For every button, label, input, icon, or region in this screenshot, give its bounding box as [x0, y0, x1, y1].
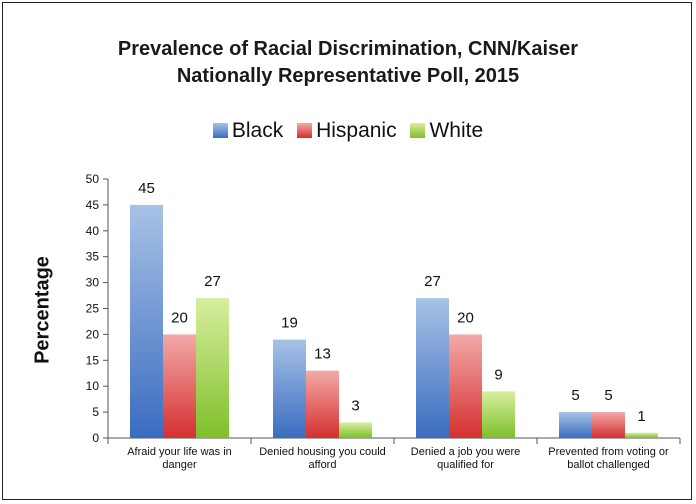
data-label-black-0: 45: [138, 180, 155, 197]
data-label-black-3: 5: [571, 387, 579, 404]
legend-label-white: White: [429, 119, 484, 143]
legend-item-hispanic: Hispanic: [297, 119, 397, 143]
bar-black-2: [416, 298, 449, 438]
legend-label-black: Black: [231, 119, 284, 143]
data-label-black-1: 19: [281, 315, 298, 332]
y-tick-label: 45: [86, 198, 100, 212]
y-tick-label: 40: [86, 224, 100, 238]
y-tick-label: 30: [86, 276, 100, 290]
chart-title-line-2: Nationally Representative Poll, 2015: [176, 65, 520, 87]
category-label-0-line-2: danger: [162, 459, 197, 471]
bar-white-0: [196, 298, 229, 438]
bar-hispanic-0: [163, 334, 196, 438]
y-tick-label: 0: [92, 431, 99, 445]
bar-white-2: [482, 391, 515, 438]
chart-frame: [2, 2, 692, 500]
category-label-2-line-2: qualified for: [437, 459, 494, 471]
chart-title-line-1: Prevalence of Racial Discrimination, CNN…: [117, 38, 579, 60]
legend-item-white: White: [410, 119, 483, 143]
bar-hispanic-1: [306, 370, 339, 438]
bar-hispanic-3: [592, 412, 625, 438]
chart-legend: Black Hispanic White: [0, 119, 696, 143]
bar-black-0: [130, 204, 163, 438]
category-label-3-line-1: Prevented from voting or: [548, 446, 669, 458]
y-tick-label: 25: [86, 302, 100, 316]
bar-white-1: [339, 422, 372, 438]
category-label-2-line-1: Denied a job you were: [411, 446, 520, 458]
category-label-3-line-2: ballot challenged: [567, 459, 650, 471]
bar-black-3: [559, 412, 592, 438]
bar-black-1: [273, 339, 306, 438]
y-tick-label: 35: [86, 250, 100, 264]
data-label-white-3: 1: [637, 408, 645, 425]
bar-white-3: [625, 432, 658, 438]
legend-item-black: Black: [212, 119, 284, 143]
data-label-hispanic-0: 20: [171, 309, 188, 326]
data-label-black-2: 27: [424, 273, 441, 290]
category-label-1-line-2: afford: [309, 459, 337, 471]
data-label-hispanic-1: 13: [314, 346, 331, 363]
bar-hispanic-2: [449, 334, 482, 438]
legend-swatch-hispanic: [297, 123, 313, 139]
y-tick-label: 15: [86, 353, 100, 367]
y-tick-label: 20: [86, 327, 100, 341]
category-label-1-line-1: Denied housing you could: [259, 446, 386, 458]
y-tick-label: 10: [86, 379, 100, 393]
data-label-hispanic-3: 5: [604, 387, 612, 404]
y-tick-label: 50: [86, 172, 100, 186]
data-label-white-1: 3: [351, 397, 359, 414]
category-label-0-line-1: Afraid your life was in: [127, 446, 232, 458]
data-label-hispanic-2: 20: [457, 309, 474, 326]
data-label-white-0: 27: [204, 273, 221, 290]
chart-title: Prevalence of Racial Discrimination, CNN…: [0, 36, 696, 90]
legend-label-hispanic: Hispanic: [316, 119, 397, 143]
legend-swatch-white: [410, 123, 426, 139]
y-tick-label: 5: [92, 405, 99, 419]
data-label-white-2: 9: [494, 366, 502, 383]
legend-swatch-black: [212, 123, 228, 139]
